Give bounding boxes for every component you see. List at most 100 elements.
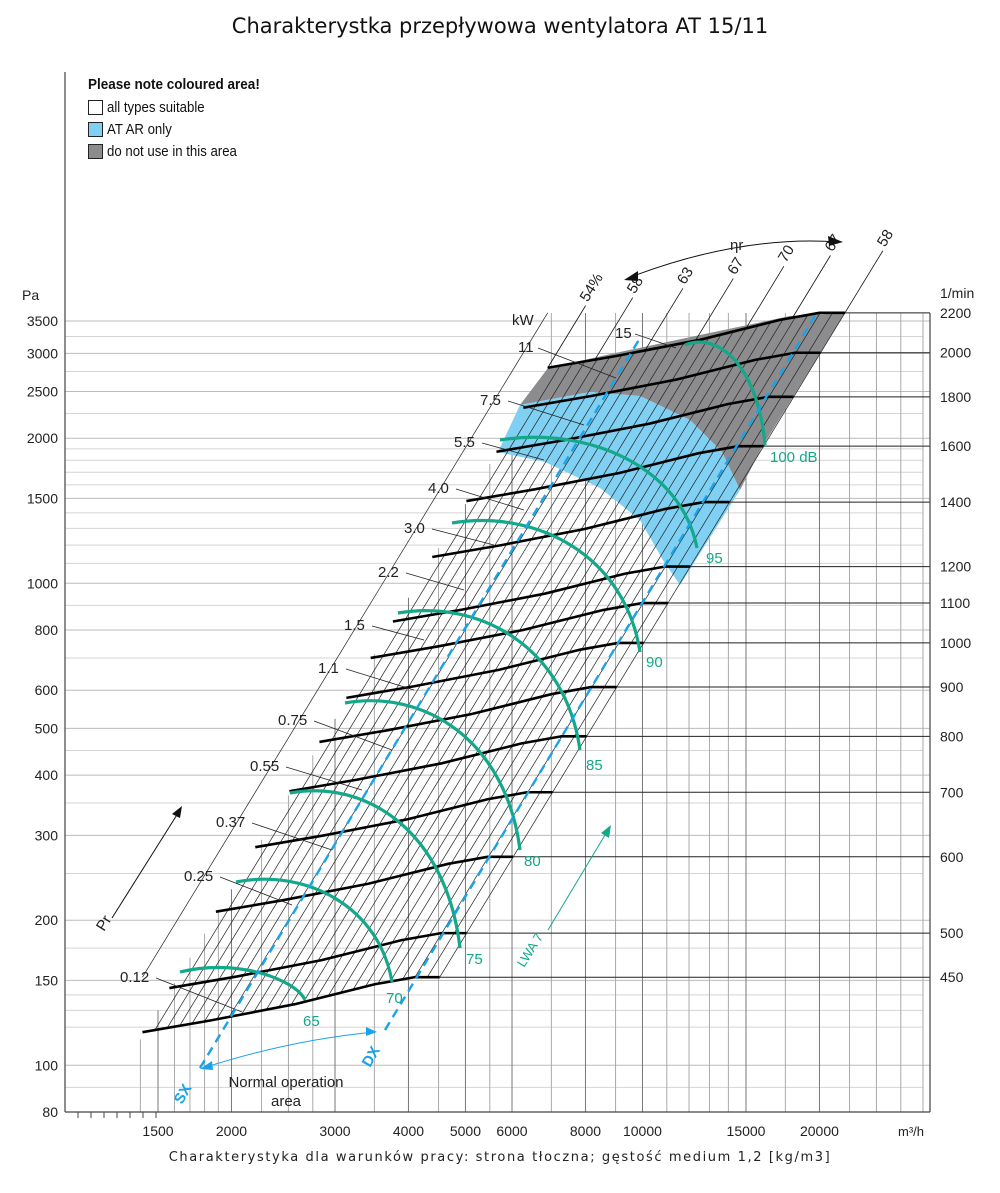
arrowhead-icon — [172, 806, 182, 818]
power-leader-line — [455, 488, 525, 511]
power-labels: 15 11 7.5 5.5 4.0 3.0 2.2 1.5 1.1 0.75 0.55 0.37 0.2… — [120, 312, 677, 1013]
power-leader-line — [345, 668, 415, 691]
x-tick-label: 1500 — [142, 1123, 173, 1139]
rpm-label: 500 — [940, 925, 964, 941]
power-leader-line — [507, 400, 585, 426]
noise-label: 75 — [466, 951, 483, 968]
system-curve-line — [191, 359, 598, 1024]
system-curve-line — [179, 361, 586, 1026]
noise-curves: 100 dB 95 90 85 80 75 70 65 — [179, 340, 818, 1030]
efficiency-lines: 54%586367706758 — [547, 227, 897, 368]
rpm-curve-1800 — [496, 395, 794, 454]
rpm-label: 900 — [940, 679, 964, 695]
power-leader-line — [634, 333, 677, 349]
noise-curve — [499, 435, 699, 549]
noise-arrow-label: LWA 7 — [514, 930, 546, 969]
arrowhead-icon — [624, 271, 638, 281]
rpm-curve-900 — [319, 685, 617, 744]
system-curve-line — [278, 342, 685, 1008]
x-tick-label: 15000 — [727, 1123, 766, 1139]
power-label: 7.5 — [480, 392, 501, 409]
rpm-label: 2000 — [940, 345, 971, 361]
noise-curve — [684, 340, 767, 446]
rpm-label: 600 — [940, 849, 964, 865]
system-curve-line — [290, 340, 697, 1006]
system-curve-line — [402, 314, 809, 980]
rpm-curve-2200 — [547, 311, 845, 370]
power-leader-line — [371, 625, 425, 641]
efficiency-line — [547, 305, 586, 368]
rpm-label: 1800 — [940, 389, 971, 405]
y-tick-label: 3500 — [27, 313, 58, 329]
system-curve-line — [377, 319, 784, 984]
rpm-label: 800 — [940, 728, 964, 744]
y-tick-label: 2000 — [27, 430, 58, 446]
legend-item-at-ar: AT AR only — [88, 118, 279, 140]
power-leader-line — [251, 822, 333, 851]
noise-arrow — [547, 829, 609, 931]
efficiency-label: 67 — [724, 255, 747, 278]
dx-label: DX — [359, 1043, 384, 1070]
power-label: 4.0 — [428, 480, 449, 497]
legend-swatch-white — [88, 99, 103, 115]
rpm-label: 1100 — [940, 595, 970, 611]
x-tick-label: 3000 — [319, 1123, 350, 1139]
efficiency-line — [594, 297, 634, 360]
y-tick-label: 100 — [35, 1057, 59, 1073]
normal-area-label: area — [271, 1093, 302, 1110]
y-tick-label: 3000 — [27, 345, 58, 361]
noise-curve — [451, 518, 642, 653]
dx-limit-line — [383, 315, 817, 1031]
rpm-curve-600 — [215, 855, 514, 913]
chart-footer: Charakterystyka dla warunków pracy: stro… — [168, 1150, 832, 1165]
power-label: 5.5 — [454, 434, 475, 451]
rpm-label: 2200 — [940, 305, 971, 321]
noise-curve — [397, 609, 582, 751]
y-tick-label: 300 — [35, 827, 59, 843]
power-leader-line — [155, 977, 243, 1013]
power-label: 1.5 — [344, 617, 365, 634]
efficiency-line — [792, 255, 831, 318]
system-curve-line — [228, 352, 635, 1018]
rpm-curve-1400 — [432, 500, 730, 559]
noise-label: 80 — [524, 853, 541, 870]
rpm-curve-2000 — [523, 351, 821, 409]
rpm-label: 1600 — [940, 438, 971, 454]
system-curve-line — [142, 312, 549, 978]
noise-curve — [179, 965, 307, 1001]
power-label: 1.1 — [318, 660, 339, 677]
efficiency-arrow-label: ηr — [730, 237, 743, 254]
axes: 3500 3000 2500 2000 1500 1000 800 600 500 400 300 2… — [22, 72, 974, 1139]
power-leader-line — [537, 347, 617, 379]
power-leader-line — [431, 528, 495, 546]
power-unit-label: kW — [512, 312, 535, 329]
system-curve-line — [241, 349, 648, 1015]
arrowhead-icon — [366, 1027, 377, 1036]
y-tick-label: 1500 — [27, 490, 58, 506]
efficiency-label: 70 — [775, 242, 798, 265]
power-leader-line — [481, 442, 545, 461]
x-tick-label: 4000 — [393, 1123, 424, 1139]
efficiency-label: 58 — [874, 227, 897, 250]
legend-label: all types suitable — [107, 98, 205, 116]
x-tick-label: 10000 — [623, 1123, 662, 1139]
noise-label: 100 dB — [770, 449, 818, 466]
system-curve-line — [352, 325, 759, 990]
rpm-curve-1000 — [346, 641, 644, 700]
rpm-curves: 2200 2000 1800 1600 1400 1200 1100 1000 900 800 70… — [142, 305, 971, 1034]
y-tick-label: 200 — [35, 912, 59, 928]
x-axis-unit: m³/h — [898, 1124, 924, 1139]
system-curve-line — [216, 354, 623, 1020]
rpm-curve-450 — [142, 975, 440, 1034]
y-axis-unit: Pa — [22, 287, 39, 303]
pressure-arrow-label: Pr — [93, 912, 115, 934]
efficiency-label: 63 — [674, 264, 697, 287]
power-leader-line — [219, 876, 293, 906]
noise-label: 70 — [386, 990, 403, 1007]
pressure-arrow — [111, 809, 181, 919]
system-curve-line — [365, 322, 771, 987]
power-leader-line — [405, 572, 465, 591]
rpm-curve-1100 — [370, 601, 668, 660]
rpm-curve-1600 — [466, 444, 764, 503]
